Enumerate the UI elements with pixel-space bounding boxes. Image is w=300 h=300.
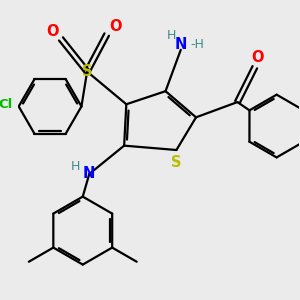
Text: -H: -H [190,38,204,51]
Text: H: H [167,29,176,42]
Text: Cl: Cl [0,98,13,111]
Text: S: S [82,64,92,79]
Text: N: N [83,166,95,181]
Text: N: N [175,37,187,52]
Text: O: O [46,24,58,39]
Text: H: H [71,160,80,172]
Text: S: S [171,155,182,170]
Text: O: O [109,19,122,34]
Text: O: O [251,50,263,65]
